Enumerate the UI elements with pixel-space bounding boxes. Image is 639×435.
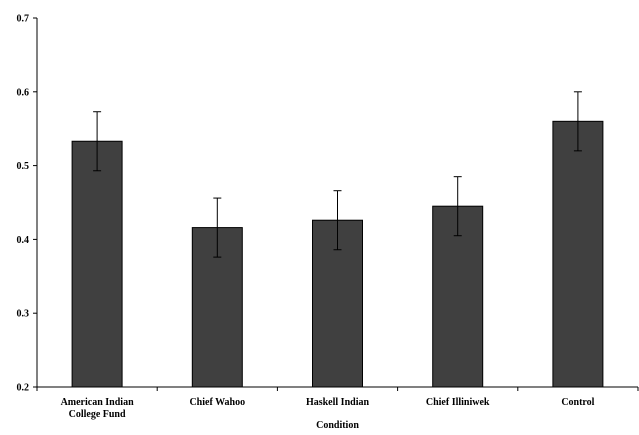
y-tick-label: 0.2 [17, 383, 30, 394]
x-tick-label: Chief Wahoo [189, 397, 245, 408]
x-tick-label-line: American Indian [61, 397, 135, 408]
bars [71, 120, 604, 388]
error-bar [333, 190, 342, 251]
y-axis-ticks: 0.2 0.3 0.4 0.5 0.6 0.7 [17, 14, 37, 394]
error-bar [213, 197, 222, 258]
x-axis-label: Condition [316, 420, 359, 430]
x-tick-label-line: Chief Wahoo [189, 397, 245, 408]
x-tick-label: American Indian College Fund [61, 397, 135, 420]
bar [432, 205, 484, 388]
y-tick-label: 0.4 [17, 235, 30, 246]
x-tick-label: Haskell Indian [306, 397, 370, 408]
y-tick-label: 0.6 [17, 87, 30, 98]
bar [552, 120, 604, 388]
error-bar [453, 176, 462, 237]
y-tick-label: 0.5 [17, 161, 30, 172]
error-bar [573, 91, 582, 152]
error-bar [93, 111, 102, 172]
y-tick-label: 0.7 [17, 14, 30, 25]
x-tick-label-line: Haskell Indian [306, 397, 370, 408]
x-tick-label-line: Control [561, 397, 594, 408]
y-tick-label: 0.3 [17, 309, 30, 320]
x-tick-label-line: College Fund [69, 409, 126, 420]
error-bars [93, 91, 582, 258]
x-tick-label: Control [561, 397, 594, 408]
bar [71, 140, 123, 388]
x-axis-ticks: American Indian College Fund Chief Wahoo Ha… [36, 387, 639, 420]
x-tick-label: Chief Illiniwek [426, 397, 490, 408]
x-tick-label-line: Chief Illiniwek [426, 397, 490, 408]
